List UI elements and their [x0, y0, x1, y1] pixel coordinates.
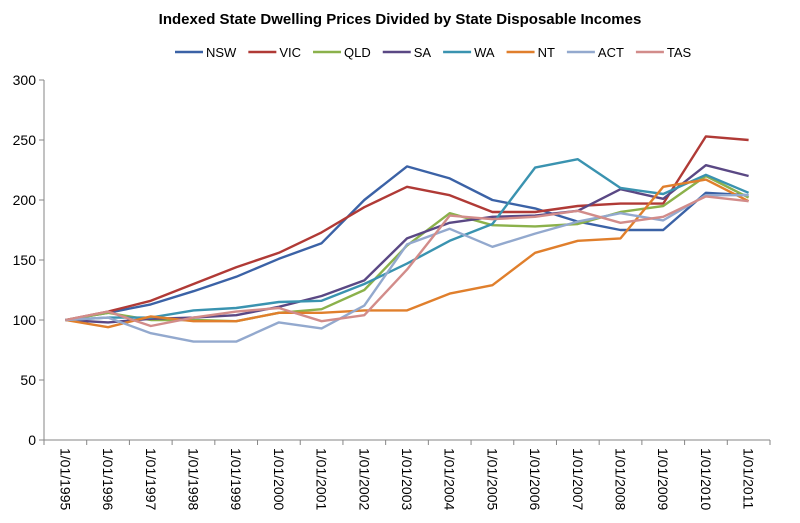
x-tick-label: 1/01/2010	[698, 448, 714, 510]
x-tick-label: 1/01/2009	[655, 448, 671, 510]
series-line-nt	[65, 178, 750, 329]
legend-label-nsw: NSW	[206, 45, 237, 60]
legend-label-vic: VIC	[279, 45, 301, 60]
y-tick-label: 250	[13, 132, 37, 148]
series-line-vic	[65, 135, 749, 322]
x-tick-label: 1/01/2006	[527, 448, 543, 510]
series-line-act	[65, 193, 749, 343]
x-tick-label: 1/01/2008	[613, 448, 629, 510]
x-tick-label: 1/01/1998	[185, 448, 201, 510]
y-tick-label: 100	[13, 312, 37, 328]
legend-label-nt: NT	[538, 45, 555, 60]
series-line-tas	[65, 195, 749, 328]
series-line-wa	[65, 157, 750, 322]
x-tick-label: 1/01/1995	[57, 448, 73, 510]
chart-title: Indexed State Dwelling Prices Divided by…	[159, 11, 642, 28]
series-line-sa	[65, 163, 749, 324]
legend-label-tas: TAS	[667, 45, 692, 60]
y-tick-label: 50	[20, 372, 36, 388]
legend: NSW VIC QLD SA WA NT ACT TAS	[175, 45, 692, 60]
y-tick-label: 150	[13, 252, 37, 268]
x-tick-label: 1/01/2002	[356, 448, 372, 510]
x-tick-label: 1/01/1997	[143, 448, 159, 510]
y-tick-label: 300	[13, 72, 37, 88]
x-tick-label: 1/01/1996	[100, 448, 116, 510]
legend-label-act: ACT	[598, 45, 624, 60]
series-lines	[65, 135, 750, 343]
y-tick-label: 200	[13, 192, 37, 208]
x-tick-label: 1/01/2003	[399, 448, 415, 510]
x-tick-label: 1/01/2007	[570, 448, 586, 510]
legend-label-sa: SA	[414, 45, 432, 60]
axes: 0 50 100 150 200 250 300 1/01/1995 1/01/1996 1/01…	[13, 72, 771, 510]
x-tick-label: 1/01/2005	[484, 448, 500, 510]
x-tick-label: 1/01/2001	[314, 448, 330, 510]
x-tick-label: 1/01/2000	[271, 448, 287, 510]
legend-label-wa: WA	[474, 45, 495, 60]
y-tick-label: 0	[28, 432, 36, 448]
x-tick-label: 1/01/2004	[442, 448, 458, 510]
x-tick-label: 1/01/1999	[228, 448, 244, 510]
x-tick-label: 1/01/2011	[741, 448, 757, 509]
legend-label-qld: QLD	[344, 45, 371, 60]
series-line-nsw	[65, 165, 749, 322]
